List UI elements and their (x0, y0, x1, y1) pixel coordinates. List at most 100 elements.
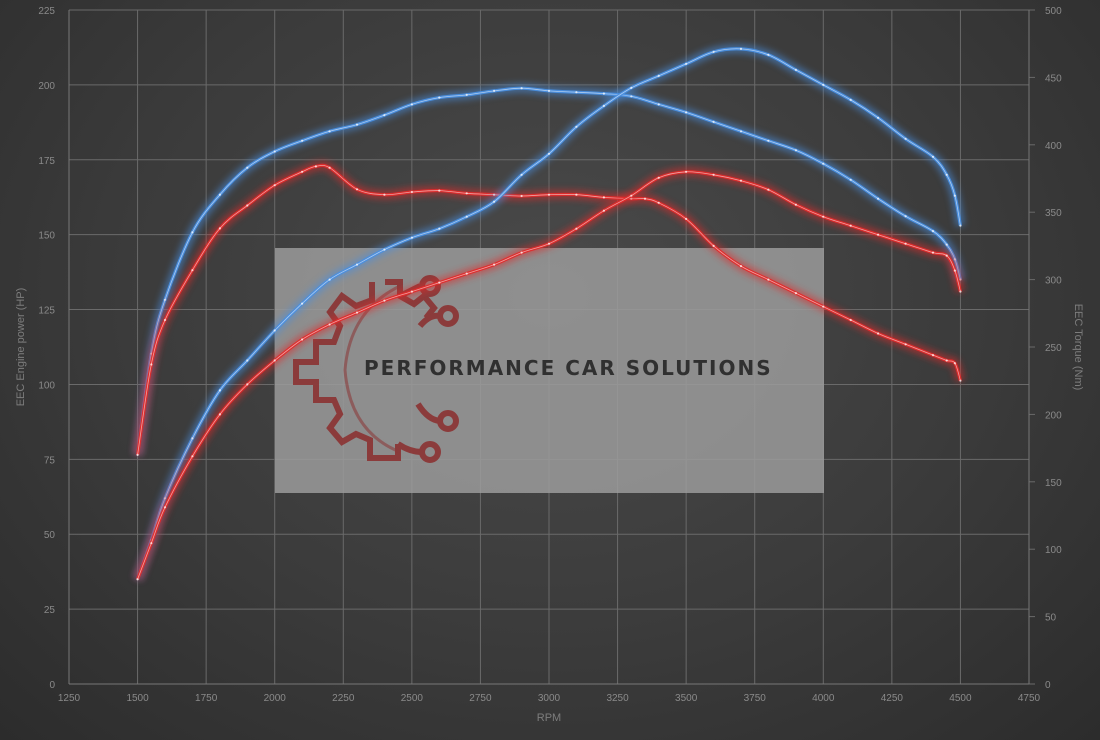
data-point (301, 139, 304, 142)
series-layer (133, 44, 965, 581)
y-left-tick-label: 150 (38, 231, 55, 242)
data-point (465, 272, 468, 275)
x-tick-label: 1250 (58, 693, 81, 704)
data-point (822, 162, 825, 165)
data-point (383, 248, 386, 251)
data-point (273, 359, 276, 362)
y-right-tick-label: 200 (1045, 410, 1062, 421)
data-point (794, 149, 798, 152)
x-tick-label: 2750 (469, 693, 492, 704)
data-point (465, 192, 468, 195)
data-point (945, 254, 948, 257)
data-point (849, 318, 852, 322)
data-point (438, 189, 441, 192)
data-point (493, 263, 496, 266)
data-point (931, 230, 935, 233)
data-point (301, 170, 304, 173)
data-point (931, 155, 935, 158)
data-point (767, 139, 770, 142)
data-point (739, 47, 743, 51)
data-point (218, 193, 221, 196)
data-point (602, 209, 606, 212)
y-right-tick-label: 0 (1045, 680, 1051, 691)
series-line-1 (133, 160, 965, 456)
data-point (246, 204, 249, 207)
y-left-tick-label: 225 (38, 6, 55, 17)
y-right-tick-label: 350 (1045, 208, 1062, 219)
data-point (191, 455, 194, 458)
data-point (493, 200, 496, 203)
y-right-tick-label: 50 (1045, 613, 1057, 624)
data-point (959, 290, 962, 293)
data-point (314, 165, 317, 168)
data-point (493, 89, 496, 92)
data-point (575, 91, 578, 94)
data-point (547, 242, 551, 245)
data-point (520, 251, 523, 254)
data-point (163, 506, 167, 509)
data-point (218, 389, 221, 392)
data-point (959, 224, 962, 227)
y-right-tick-label: 500 (1045, 6, 1062, 17)
data-point (465, 215, 468, 218)
data-point (877, 116, 880, 119)
y-left-tick-label: 100 (38, 380, 55, 391)
series-highlight (137, 164, 961, 455)
y-left-tick-label: 175 (38, 156, 55, 167)
data-point (849, 178, 852, 181)
data-point (712, 173, 715, 176)
data-point (945, 173, 948, 176)
data-point (953, 269, 957, 272)
y-left-tick-label: 0 (49, 680, 55, 691)
x-tick-label: 1750 (195, 693, 218, 704)
data-point (945, 359, 948, 362)
series-highlight (137, 171, 961, 580)
data-point (904, 215, 907, 218)
data-point (150, 363, 153, 366)
data-point (273, 150, 276, 153)
data-point (383, 114, 386, 117)
data-point (136, 578, 139, 581)
data-point (657, 103, 660, 106)
data-point (630, 194, 633, 197)
data-point (163, 318, 167, 322)
axis-ticks: 1250 1500 1750 2000 2250 2500 2750 3000 3250 3500… (38, 6, 1062, 704)
data-point (739, 179, 743, 182)
x-tick-label: 2500 (401, 693, 424, 704)
data-point (822, 215, 825, 218)
data-point (410, 236, 413, 239)
y-right-tick-label: 450 (1045, 73, 1062, 84)
data-point (643, 197, 647, 200)
grid (68, 9, 1035, 685)
series-line-3 (133, 167, 965, 581)
data-point (849, 224, 852, 227)
y-left-tick-label: 25 (44, 605, 56, 616)
data-point (438, 227, 441, 230)
watermark: PERFORMANCE CAR SOLUTIONS (275, 248, 824, 493)
y-right-tick-label: 150 (1045, 478, 1062, 489)
series-highlight (137, 48, 961, 580)
data-point (438, 281, 441, 284)
x-tick-label: 3750 (744, 693, 767, 704)
data-point (657, 201, 660, 204)
x-tick-label: 3000 (538, 693, 561, 704)
x-axis-title: RPM (537, 712, 561, 724)
data-point (575, 227, 578, 230)
data-point (410, 103, 413, 106)
data-point (945, 243, 948, 246)
data-point (602, 196, 606, 199)
x-tick-label: 3500 (675, 693, 698, 704)
series-line-2 (133, 44, 965, 581)
x-tick-label: 4500 (949, 693, 972, 704)
data-point (438, 96, 441, 99)
data-point (218, 227, 221, 230)
data-point (520, 173, 523, 176)
data-point (328, 278, 331, 281)
data-point (712, 120, 715, 123)
data-point (630, 95, 633, 98)
x-tick-label: 2000 (264, 693, 287, 704)
data-point (877, 332, 880, 335)
data-point (685, 170, 688, 173)
data-point (904, 242, 907, 245)
data-point (630, 86, 633, 89)
